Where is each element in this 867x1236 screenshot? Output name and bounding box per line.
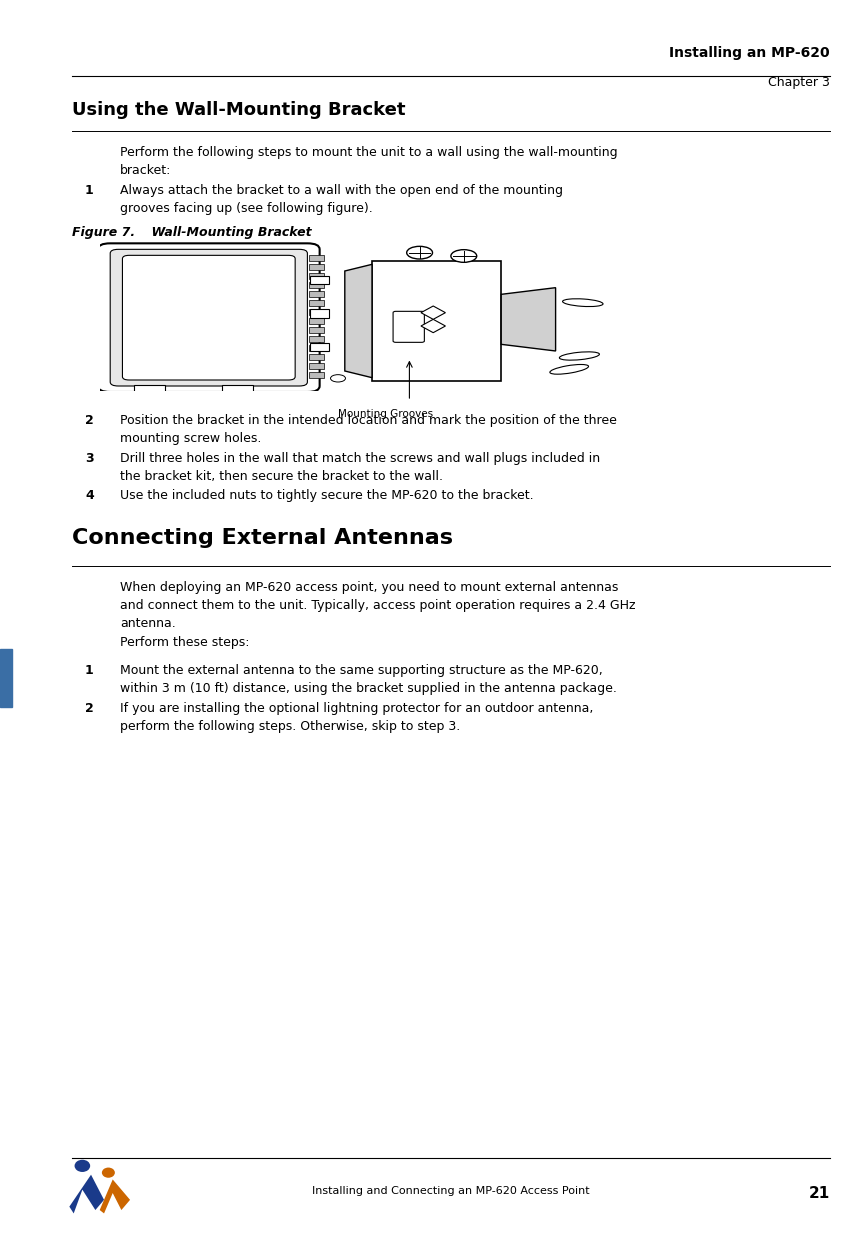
Ellipse shape bbox=[102, 1168, 114, 1178]
Bar bbox=[309, 326, 323, 332]
Text: When deploying an MP-620 access point, you need to mount external antennas
and c: When deploying an MP-620 access point, y… bbox=[120, 581, 636, 630]
Text: 2: 2 bbox=[85, 414, 94, 426]
Bar bbox=[310, 276, 329, 284]
Bar bbox=[309, 318, 323, 324]
Ellipse shape bbox=[75, 1159, 90, 1172]
Text: Connecting External Antennas: Connecting External Antennas bbox=[72, 528, 453, 548]
Ellipse shape bbox=[559, 352, 599, 360]
Text: Using the Wall-Mounting Bracket: Using the Wall-Mounting Bracket bbox=[72, 101, 406, 119]
Bar bbox=[309, 263, 323, 269]
Ellipse shape bbox=[407, 246, 433, 260]
Polygon shape bbox=[421, 319, 446, 332]
Bar bbox=[134, 384, 165, 394]
Text: Use the included nuts to tightly secure the MP-620 to the bracket.: Use the included nuts to tightly secure … bbox=[120, 489, 533, 502]
Bar bbox=[309, 353, 323, 360]
FancyBboxPatch shape bbox=[393, 311, 424, 342]
Bar bbox=[309, 345, 323, 351]
Bar bbox=[309, 299, 323, 305]
Bar bbox=[309, 336, 323, 341]
Ellipse shape bbox=[550, 365, 589, 375]
Bar bbox=[0, 649, 12, 707]
Bar bbox=[223, 384, 253, 394]
Text: Wall-Mounting Bracket: Wall-Mounting Bracket bbox=[134, 226, 311, 239]
Text: Installing and Connecting an MP-620 Access Point: Installing and Connecting an MP-620 Acce… bbox=[312, 1187, 590, 1196]
Polygon shape bbox=[69, 1174, 104, 1214]
Polygon shape bbox=[345, 265, 372, 378]
Ellipse shape bbox=[330, 375, 345, 382]
Text: 21: 21 bbox=[809, 1187, 830, 1201]
Polygon shape bbox=[501, 288, 556, 351]
Bar bbox=[309, 290, 323, 297]
Text: Always attach the bracket to a wall with the open end of the mounting
grooves fa: Always attach the bracket to a wall with… bbox=[120, 184, 563, 215]
Text: Mounting Grooves: Mounting Grooves bbox=[338, 409, 434, 419]
Text: Chapter 3: Chapter 3 bbox=[768, 75, 830, 89]
Bar bbox=[310, 342, 329, 351]
Ellipse shape bbox=[451, 250, 477, 262]
Bar bbox=[309, 372, 323, 378]
Bar bbox=[309, 273, 323, 278]
Ellipse shape bbox=[563, 299, 603, 307]
Text: 3: 3 bbox=[85, 452, 94, 465]
Bar bbox=[309, 255, 323, 261]
Text: Drill three holes in the wall that match the screws and wall plugs included in
t: Drill three holes in the wall that match… bbox=[120, 452, 600, 483]
FancyBboxPatch shape bbox=[110, 250, 308, 386]
Bar bbox=[309, 282, 323, 288]
Polygon shape bbox=[421, 307, 446, 319]
Text: Mount the external antenna to the same supporting structure as the MP-620,
withi: Mount the external antenna to the same s… bbox=[120, 664, 617, 695]
Text: Position the bracket in the intended location and mark the position of the three: Position the bracket in the intended loc… bbox=[120, 414, 617, 445]
Text: Installing an MP-620: Installing an MP-620 bbox=[669, 46, 830, 61]
Bar bbox=[309, 309, 323, 315]
Text: 4: 4 bbox=[85, 489, 94, 502]
Polygon shape bbox=[100, 1179, 130, 1214]
FancyBboxPatch shape bbox=[122, 256, 295, 379]
Text: If you are installing the optional lightning protector for an outdoor antenna,
p: If you are installing the optional light… bbox=[120, 702, 593, 733]
Text: 1: 1 bbox=[85, 664, 94, 677]
FancyBboxPatch shape bbox=[98, 243, 320, 392]
Text: Figure 7.: Figure 7. bbox=[72, 226, 135, 239]
Bar bbox=[310, 309, 329, 318]
Bar bbox=[309, 362, 323, 368]
Polygon shape bbox=[372, 261, 501, 381]
Text: 1: 1 bbox=[85, 184, 94, 197]
Text: 2: 2 bbox=[85, 702, 94, 714]
Text: Perform these steps:: Perform these steps: bbox=[120, 637, 250, 649]
Text: Perform the following steps to mount the unit to a wall using the wall-mounting
: Perform the following steps to mount the… bbox=[120, 146, 617, 177]
